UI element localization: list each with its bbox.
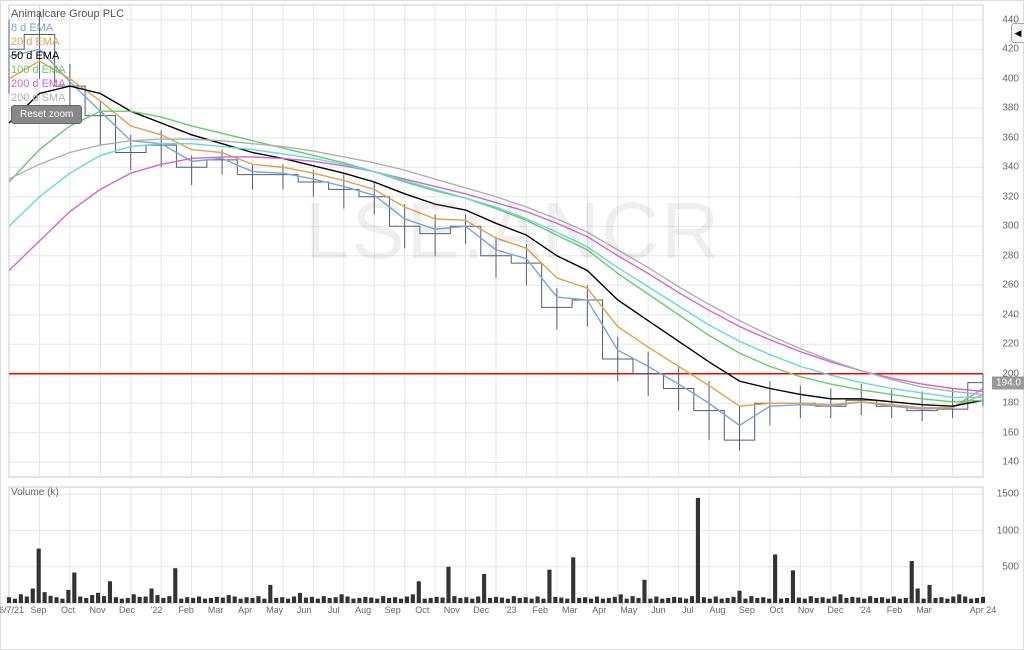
y-tick-label: 300 xyxy=(1002,221,1019,232)
x-tick-label: Aug xyxy=(355,605,371,615)
y-tick-label: 420 xyxy=(1002,44,1019,55)
volume-chart-svg xyxy=(1,485,1024,605)
x-tick-label: May xyxy=(620,605,637,615)
y-tick-label: 240 xyxy=(1002,309,1019,320)
y-tick-label: 360 xyxy=(1002,132,1019,143)
x-tick-label: Oct xyxy=(61,605,75,615)
volume-y-tick-label: 1500 xyxy=(997,489,1019,500)
expand-panel-button[interactable]: ◀ xyxy=(1011,23,1024,43)
legend-item: 8 d EMA xyxy=(11,21,124,35)
x-tick-label: Jun xyxy=(651,605,666,615)
x-tick-label: May xyxy=(266,605,283,615)
y-tick-label: 280 xyxy=(1002,250,1019,261)
x-tick-label: Mar xyxy=(562,605,578,615)
y-tick-label: 400 xyxy=(1002,73,1019,84)
price-chart-svg xyxy=(1,1,1024,481)
x-tick-label: Sep xyxy=(739,605,755,615)
y-tick-label: 180 xyxy=(1002,398,1019,409)
y-tick-label: 140 xyxy=(1002,457,1019,468)
y-tick-label: 380 xyxy=(1002,103,1019,114)
chart-container: LSE:ANCR Animalcare Group PLC8 d EMA20 d… xyxy=(0,0,1024,650)
x-tick-label: Sep xyxy=(385,605,401,615)
y-tick-label: 440 xyxy=(1002,14,1019,25)
y-tick-label: 160 xyxy=(1002,427,1019,438)
x-tick-label: Dec xyxy=(119,605,135,615)
legend: Animalcare Group PLC8 d EMA20 d EMA50 d … xyxy=(11,7,124,119)
x-tick-label: Nov xyxy=(798,605,814,615)
y-tick-label: 260 xyxy=(1002,280,1019,291)
x-tick-label: Sep xyxy=(30,605,46,615)
x-tick-label: Oct xyxy=(415,605,429,615)
y-tick-label: 340 xyxy=(1002,162,1019,173)
x-tick-label: Jul xyxy=(682,605,694,615)
x-tick-label: Apr 24 xyxy=(970,605,997,615)
volume-y-tick-label: 500 xyxy=(1002,561,1019,572)
y-tick-label: 220 xyxy=(1002,339,1019,350)
x-tick-label: Apr xyxy=(238,605,252,615)
x-tick-label: Feb xyxy=(887,605,903,615)
legend-item: Animalcare Group PLC xyxy=(11,7,124,21)
volume-y-tick-label: 1000 xyxy=(997,525,1019,536)
x-tick-label: Jun xyxy=(297,605,312,615)
legend-item: 50 d EMA xyxy=(11,49,124,63)
legend-item: 200 d EMA xyxy=(11,77,124,91)
legend-item: 20 d EMA xyxy=(11,35,124,49)
x-tick-label: '23 xyxy=(505,605,517,615)
x-tick-label: '22 xyxy=(151,605,163,615)
reset-zoom-button[interactable]: Reset zoom xyxy=(11,105,82,124)
price-chart-panel[interactable]: LSE:ANCR Animalcare Group PLC8 d EMA20 d… xyxy=(1,1,1024,481)
x-tick-label: Feb xyxy=(178,605,194,615)
x-tick-label: '24 xyxy=(859,605,871,615)
x-tick-label: Nov xyxy=(90,605,106,615)
x-tick-label: Dec xyxy=(473,605,489,615)
x-tick-label: Nov xyxy=(444,605,460,615)
y-tick-label: 320 xyxy=(1002,191,1019,202)
x-tick-label: Jul xyxy=(328,605,340,615)
legend-item: 100 d EMA xyxy=(11,63,124,77)
x-tick-label: Oct xyxy=(769,605,783,615)
x-tick-label: Mar xyxy=(916,605,932,615)
x-tick-label: Apr xyxy=(592,605,606,615)
volume-chart-panel[interactable]: Volume (k) 500 1000 1500 xyxy=(1,485,1024,605)
x-tick-label: Aug xyxy=(709,605,725,615)
x-tick-label: Mar xyxy=(208,605,224,615)
x-tick-label: Dec xyxy=(827,605,843,615)
y-tick-label: 200 xyxy=(1002,368,1019,379)
x-tick-label: Feb xyxy=(533,605,549,615)
x-tick-label: 16/7/21 xyxy=(0,605,24,615)
x-axis: 16/7/21 Sep Oct Nov Dec '22 Feb Mar Apr May Jun Jul… xyxy=(1,605,1024,645)
volume-title: Volume (k) xyxy=(11,487,59,498)
legend-item: 200 d SMA xyxy=(11,91,124,105)
